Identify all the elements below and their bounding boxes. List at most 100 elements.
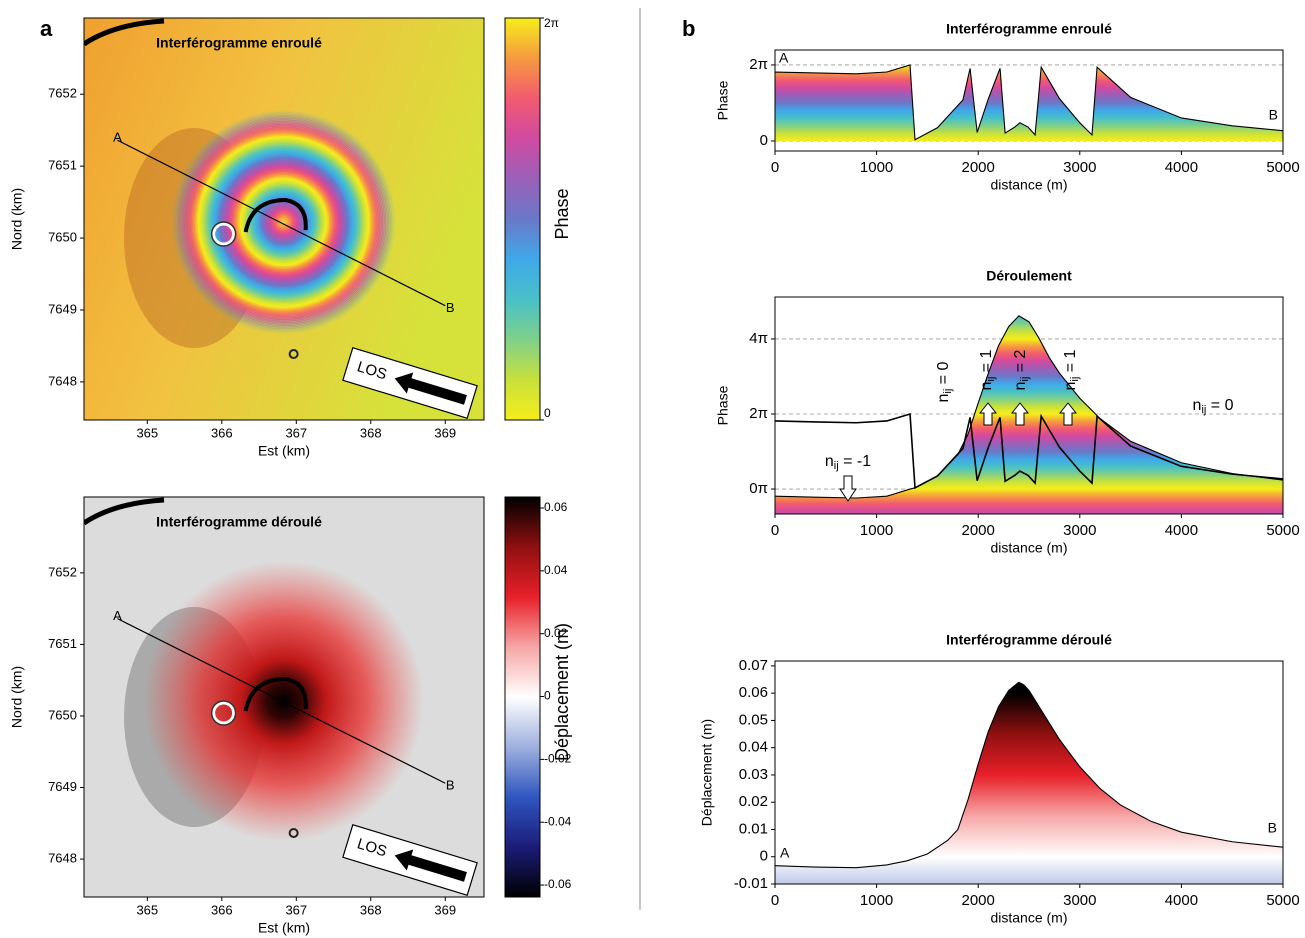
colorbar-tick-label: 0: [544, 406, 551, 420]
annotation-base: n: [1193, 397, 1202, 414]
fringe: [178, 116, 390, 328]
fringe: [263, 201, 304, 243]
fringe: [202, 140, 366, 304]
arrow-up: [1058, 402, 1078, 426]
panel-label: a: [40, 16, 53, 41]
chart-title: Déroulement: [986, 268, 1072, 284]
profile-label: B: [446, 778, 455, 793]
crater: [210, 700, 237, 726]
fringe: [227, 165, 340, 279]
los-indicator: LOS: [342, 346, 478, 420]
fringe: [185, 123, 382, 321]
plot-frame: [774, 49, 1284, 152]
fringe: [238, 176, 330, 268]
fringe: [197, 135, 370, 309]
chart-title: Interférogramme enroulé: [156, 35, 322, 51]
map-image: [84, 18, 484, 420]
x-tick-label: 5000: [1266, 522, 1299, 539]
fringe: [200, 138, 367, 306]
los-arrow: [394, 372, 467, 405]
x-tick-label: 2000: [962, 159, 995, 176]
fringe: [187, 125, 381, 319]
y-tick-label: 0.07: [739, 657, 768, 674]
colorbar-label: Phase: [552, 188, 572, 239]
annotation: nij = 1: [978, 349, 997, 390]
fringe: [251, 189, 316, 255]
profile-line: [117, 139, 446, 307]
y-tick-label: 7651: [48, 636, 77, 651]
x-tick-label: 369: [434, 902, 456, 917]
x-axis-label: Est (km): [258, 920, 310, 936]
y-tick-label: 2π: [749, 56, 768, 73]
map-image: [84, 497, 484, 897]
crater-rim: [243, 197, 308, 233]
y-tick-label: 7648: [48, 373, 77, 388]
plot-frame: [774, 660, 1284, 885]
profile-curve: [774, 681, 1284, 869]
fringe: [242, 180, 325, 264]
x-tick-label: 1000: [860, 522, 893, 539]
area-fill: [775, 315, 1283, 514]
annotation-rest: = 0: [1206, 397, 1233, 414]
colorbar-tick-label: 0.06: [544, 500, 568, 514]
fringe: [215, 153, 352, 291]
fringe: [172, 110, 396, 334]
fringe: [253, 191, 315, 253]
crater-rim: [243, 676, 308, 712]
cone: [288, 828, 299, 838]
endpoint-label: B: [1269, 107, 1278, 123]
fringe: [274, 212, 294, 232]
fringe: [182, 120, 385, 324]
y-tick-label: 0.04: [739, 739, 768, 756]
x-tick-label: 2000: [962, 522, 995, 539]
y-tick-label: 4π: [749, 330, 768, 347]
fringe: [191, 129, 376, 315]
annotation-rest: = -1: [839, 453, 872, 470]
fringe: [268, 206, 300, 238]
annotation-sub: ij: [1069, 377, 1081, 382]
y-axis-label: Phase: [715, 385, 731, 425]
y-tick-label: 0.05: [739, 711, 768, 728]
coastline: [84, 18, 165, 47]
endpoint-label: A: [779, 50, 789, 66]
x-tick-label: 0: [771, 892, 779, 909]
fringe: [230, 168, 337, 276]
annotation: nij = 0: [935, 361, 954, 402]
crater: [210, 221, 237, 247]
x-tick-label: 3000: [1063, 522, 1096, 539]
arrow-up: [1010, 402, 1030, 426]
annotation: nij = 2: [1012, 349, 1031, 390]
colorbar-tick-label: 0: [544, 689, 551, 703]
fringe: [173, 111, 394, 333]
x-tick-label: 4000: [1165, 892, 1198, 909]
fringe: [257, 195, 310, 249]
x-tick-label: 4000: [1165, 522, 1198, 539]
fringe: [206, 144, 361, 300]
deformation: [143, 561, 424, 841]
annotation: nij = 0: [1193, 397, 1234, 416]
colorbar: [504, 496, 541, 898]
x-axis-label: distance (m): [990, 177, 1067, 193]
area-fill: [775, 682, 1283, 884]
fringe: [244, 182, 324, 262]
x-tick-label: 1000: [860, 892, 893, 909]
endpoint-label: A: [780, 845, 790, 861]
fringe: [212, 150, 355, 294]
y-tick-label: 0.02: [739, 793, 768, 810]
x-axis-label: Est (km): [258, 443, 310, 459]
x-tick-label: 367: [285, 425, 307, 440]
fringe: [211, 149, 357, 295]
colorbar-tick-label: -0.02: [544, 752, 572, 766]
fringe: [203, 141, 364, 303]
los-indicator: LOS: [342, 823, 478, 897]
cone: [288, 349, 299, 359]
colorbar: [504, 17, 541, 421]
fringe: [199, 137, 369, 307]
y-tick-label: 7650: [48, 707, 77, 722]
x-axis-label: distance (m): [990, 540, 1067, 556]
fringe: [250, 188, 318, 256]
annotation-sub: ij: [942, 389, 954, 394]
x-tick-label: 0: [771, 522, 779, 539]
y-axis-label: Nord (km): [9, 666, 25, 728]
chart-title: Interférogramme enroulé: [946, 21, 1112, 37]
